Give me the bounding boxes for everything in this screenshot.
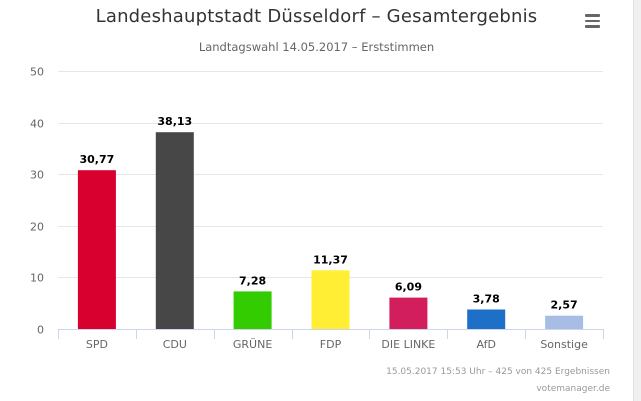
x-tick-label: DIE LINKE <box>381 338 435 351</box>
chart-title: Landeshauptstadt Düsseldorf – Gesamterge… <box>95 6 538 27</box>
x-tick-label: SPD <box>86 338 108 351</box>
y-tick-label: 20 <box>30 221 44 234</box>
result-status-text: 15.05.2017 15:53 Uhr – 425 von 425 Ergeb… <box>386 367 610 377</box>
data-label: 7,28 <box>239 274 266 287</box>
x-tick-label: Sonstige <box>540 338 588 351</box>
y-tick-label: 10 <box>30 272 44 285</box>
data-label: 6,09 <box>395 281 422 294</box>
bar-cdu <box>155 132 194 329</box>
page-edge <box>633 0 641 401</box>
hamburger-menu-icon[interactable] <box>583 12 603 30</box>
data-label: 11,37 <box>313 253 348 266</box>
votemanager-link[interactable]: votemanager.de <box>536 384 610 394</box>
data-label: 38,13 <box>157 115 192 128</box>
y-tick-label: 50 <box>30 66 44 79</box>
x-tick-label: AfD <box>476 338 495 351</box>
y-tick-label: 30 <box>30 169 44 182</box>
y-tick-label: 40 <box>30 118 44 131</box>
bar-sonstige <box>545 315 584 329</box>
x-tick-label: CDU <box>163 338 187 351</box>
data-label: 2,57 <box>551 299 578 312</box>
bar-fdp <box>311 270 350 329</box>
bar-afd <box>467 309 506 329</box>
x-tick-label: FDP <box>320 338 342 351</box>
data-label: 30,77 <box>80 153 115 166</box>
bar-grüne <box>233 291 272 329</box>
menu-bar-middle <box>585 19 600 23</box>
data-label: 3,78 <box>473 293 500 306</box>
menu-bar-top <box>585 14 600 17</box>
bar-die-linke <box>389 297 428 329</box>
x-tick-label: GRÜNE <box>233 338 272 351</box>
chart-subtitle: Landtagswahl 14.05.2017 – Erststimmen <box>198 40 435 54</box>
y-tick-label: 0 <box>37 324 44 337</box>
menu-bar-bottom <box>585 25 600 28</box>
bar-spd <box>77 170 116 329</box>
